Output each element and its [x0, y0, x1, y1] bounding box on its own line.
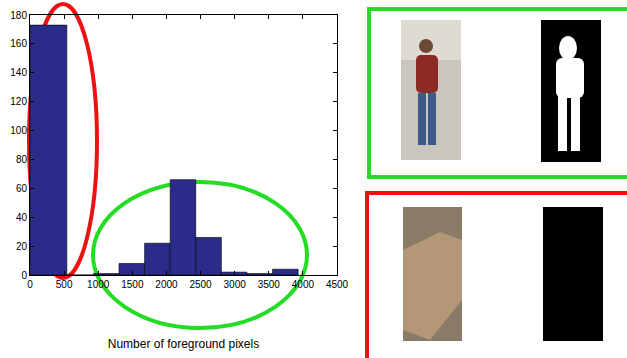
- svg-text:1500: 1500: [121, 279, 144, 290]
- svg-text:100: 100: [10, 125, 27, 136]
- svg-text:40: 40: [16, 212, 28, 223]
- svg-text:0: 0: [21, 270, 27, 281]
- svg-text:0: 0: [27, 279, 33, 290]
- svg-text:80: 80: [16, 154, 28, 165]
- svg-text:120: 120: [10, 96, 27, 107]
- svg-text:20: 20: [16, 241, 28, 252]
- svg-text:1000: 1000: [87, 279, 110, 290]
- svg-text:180: 180: [10, 10, 27, 21]
- svg-text:3500: 3500: [258, 279, 281, 290]
- svg-text:2000: 2000: [155, 279, 178, 290]
- svg-text:140: 140: [10, 67, 27, 78]
- svg-text:2500: 2500: [189, 279, 212, 290]
- svg-text:3000: 3000: [224, 279, 247, 290]
- svg-text:Number of foreground pixels: Number of foreground pixels: [108, 337, 259, 351]
- svg-text:4000: 4000: [292, 279, 315, 290]
- svg-text:60: 60: [16, 183, 28, 194]
- svg-text:500: 500: [56, 279, 73, 290]
- svg-text:160: 160: [10, 38, 27, 49]
- svg-text:4500: 4500: [326, 279, 349, 290]
